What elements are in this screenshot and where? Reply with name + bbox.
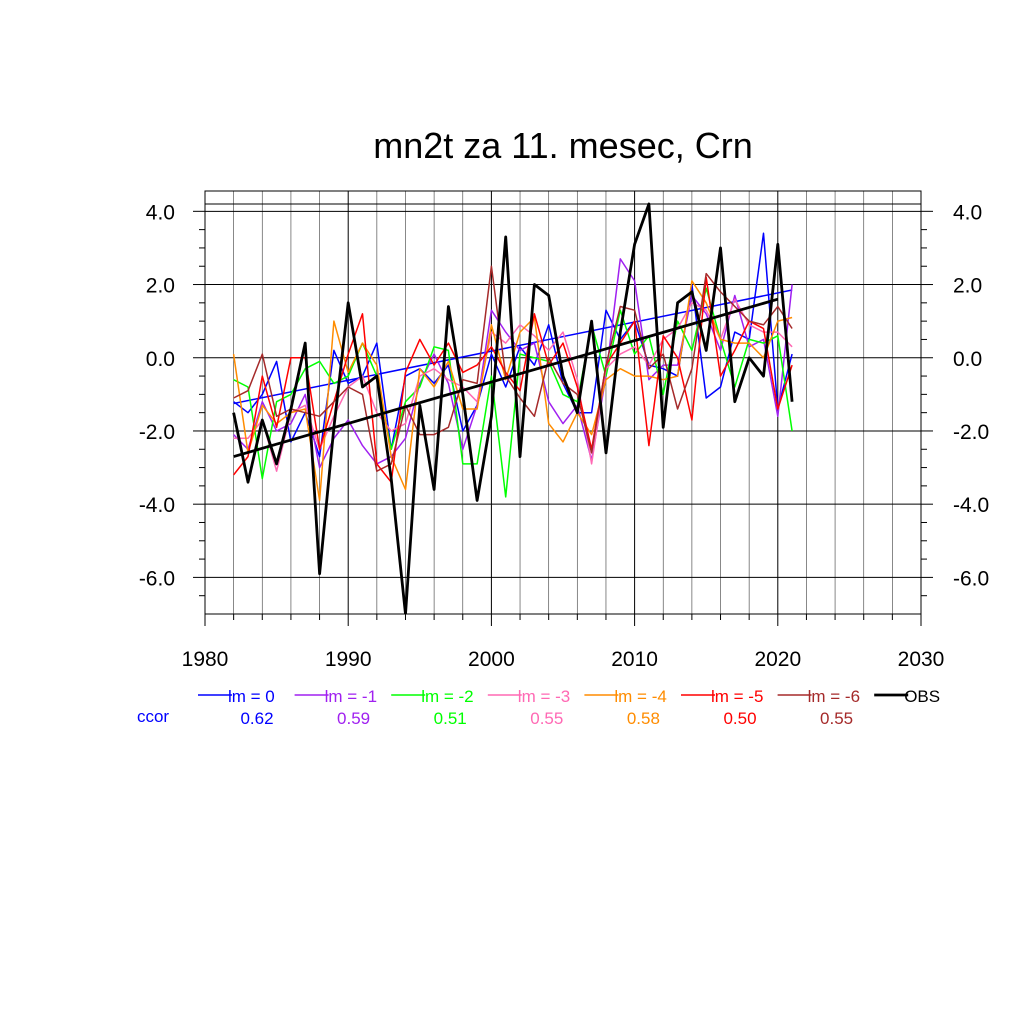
x-tick-label: 2010	[611, 648, 658, 671]
series-line-lm-3	[233, 298, 793, 472]
x-tick-label: 2020	[754, 648, 801, 671]
legend-label-lm-6: lm = -6	[808, 687, 860, 706]
x-tick-label: 1980	[182, 648, 229, 671]
legend-label-lm-4: lm = -4	[614, 687, 666, 706]
legend: ccor lm = 0 0.62 lm = -1 0.59 lm = -2 0.51 lm =…	[137, 687, 940, 728]
ccor-value-lm-4: 0.58	[627, 709, 660, 728]
y-tick-label-right: 0.0	[953, 348, 982, 371]
axes: 1980 1990 2000 2010 2020 2030 -6.0 -6.0 -4.0 -4.0…	[139, 190, 989, 671]
legend-label-lm-3: lm = -3	[518, 687, 570, 706]
ccor-value-lm-3: 0.55	[530, 709, 563, 728]
y-tick-label-left: -2.0	[139, 421, 175, 444]
ccor-value-lm-6: 0.55	[820, 709, 853, 728]
y-tick-label-right: -6.0	[953, 567, 989, 590]
x-tick-label: 2000	[468, 648, 515, 671]
y-tick-label-right: 2.0	[953, 275, 982, 298]
legend-label-lm-1: lm = -1	[325, 687, 377, 706]
series-line-lm-5	[233, 276, 793, 483]
series-line-obs	[232, 202, 794, 614]
y-tick-label-right: -2.0	[953, 421, 989, 444]
plot-frame	[204, 190, 922, 615]
ccor-value-lm-2: 0.51	[434, 709, 467, 728]
x-tick-label: 2030	[898, 648, 945, 671]
legend-label-lm-5: lm = -5	[711, 687, 763, 706]
ccor-label: ccor	[137, 707, 169, 726]
series-group	[232, 202, 794, 614]
ccor-value-lm-1: 0.59	[337, 709, 370, 728]
legend-label-obs: OBS	[904, 687, 940, 706]
chart-title: mn2t za 11. mesec, Crn	[373, 125, 752, 166]
ccor-value-lm-0: 0.62	[240, 709, 273, 728]
ccor-value-lm-5: 0.50	[723, 709, 756, 728]
series-line-obs-trend	[233, 297, 779, 458]
y-tick-label-left: 2.0	[146, 275, 175, 298]
y-tick-label-right: 4.0	[953, 201, 982, 224]
legend-label-lm-0: lm = 0	[228, 687, 275, 706]
y-tick-label-left: 4.0	[146, 201, 175, 224]
legend-label-lm-2: lm = -2	[421, 687, 473, 706]
x-tick-label: 1990	[325, 648, 372, 671]
y-tick-label-left: -6.0	[139, 567, 175, 590]
y-tick-label-left: -4.0	[139, 494, 175, 517]
y-tick-label-right: -4.0	[953, 494, 989, 517]
y-tick-label-left: 0.0	[146, 348, 175, 371]
